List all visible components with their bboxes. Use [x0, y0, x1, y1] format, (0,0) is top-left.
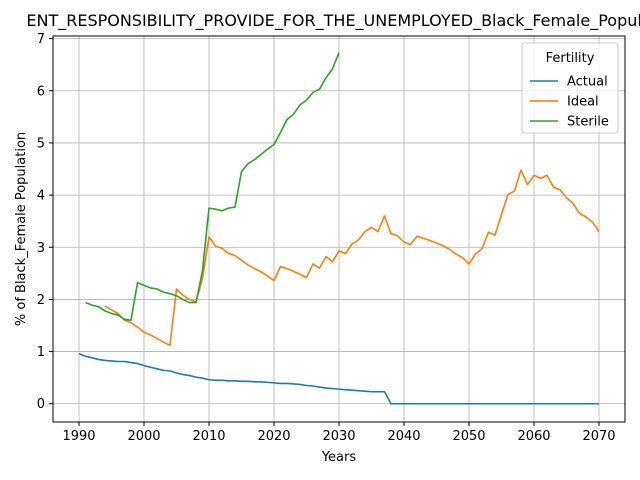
- x-tick-label: 2020: [257, 429, 290, 444]
- legend-title: Fertility: [546, 51, 595, 66]
- y-tick-label: 6: [37, 84, 45, 99]
- x-tick-label: 2070: [582, 429, 615, 444]
- y-tick-label: 3: [37, 241, 45, 256]
- x-tick-label: 2000: [127, 429, 160, 444]
- chart-title: ENT_RESPONSIBILITY_PROVIDE_FOR_THE_UNEMP…: [26, 11, 640, 31]
- legend: Fertility Actual Ideal Sterile: [521, 42, 619, 134]
- x-tick-label: 2060: [517, 429, 550, 444]
- series-line-ideal: [104, 169, 600, 347]
- x-tick-label: 2010: [192, 429, 225, 444]
- x-axis-label: Years: [321, 450, 357, 465]
- y-tick-label: 0: [37, 397, 45, 412]
- series-line-sterile: [85, 52, 340, 322]
- y-tick-label: 7: [37, 32, 45, 47]
- x-tick-label: 2050: [452, 429, 485, 444]
- legend-label-sterile: Sterile: [567, 115, 609, 130]
- y-tick-label: 2: [37, 293, 45, 308]
- y-tick-label: 4: [37, 189, 45, 204]
- y-axis-label: % of Black_Female Population: [14, 132, 29, 326]
- axis-ticks: 1990 2000 2010 2020 2030 2040 2050 2060 2070 0 1 2 3…: [37, 32, 616, 444]
- series-layer: [78, 52, 600, 405]
- x-tick-label: 2030: [322, 429, 355, 444]
- x-tick-label: 1990: [62, 429, 95, 444]
- y-tick-label: 1: [37, 345, 45, 360]
- series-line-actual: [78, 352, 599, 405]
- x-tick-label: 2040: [387, 429, 420, 444]
- legend-box: [521, 42, 619, 134]
- y-tick-label: 5: [37, 136, 45, 151]
- legend-label-actual: Actual: [567, 75, 608, 90]
- legend-label-ideal: Ideal: [567, 95, 599, 110]
